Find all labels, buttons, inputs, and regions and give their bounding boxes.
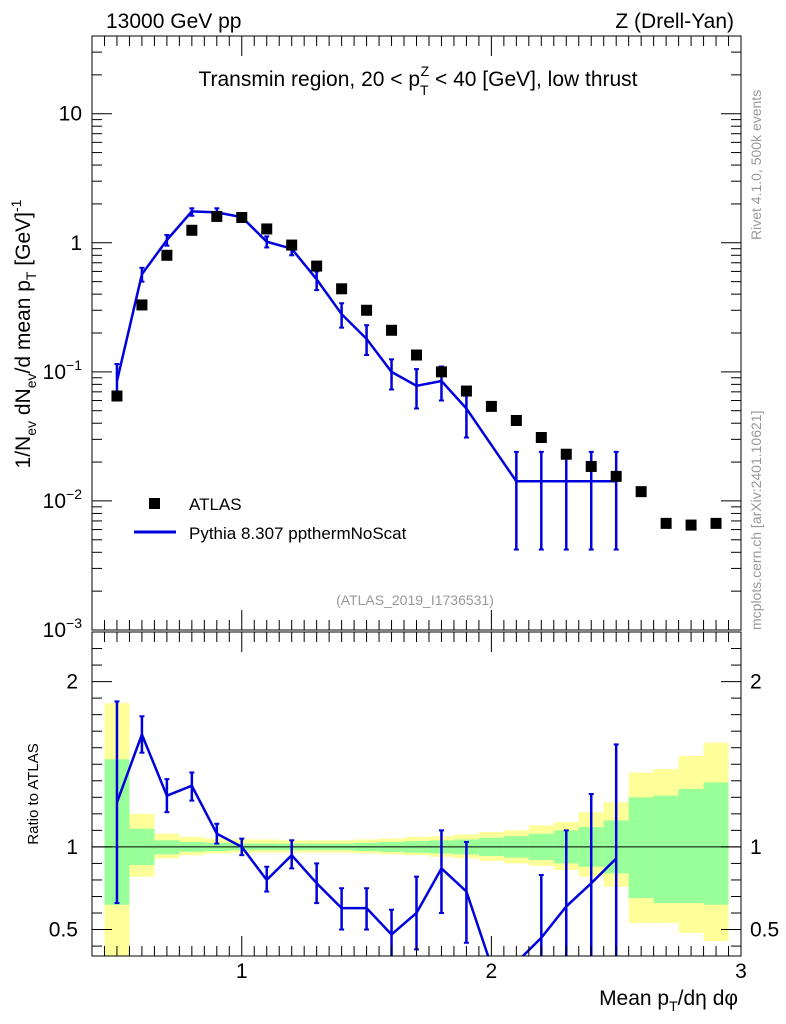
y-tick-label: 10−2 [43, 486, 83, 513]
plot-title-sub: T [420, 82, 429, 98]
atlas-point [311, 260, 323, 272]
main-y-axis-label: 1/Nev dNev/d mean pT [GeV]-1 [8, 199, 39, 468]
y-tick-label: 1 [70, 232, 82, 255]
atlas-point [685, 519, 697, 531]
atlas-markers [111, 210, 722, 531]
atlas-point [411, 349, 422, 361]
legend-marker-atlas [149, 498, 160, 509]
atlas-point [585, 460, 597, 472]
plot-title-sup: Z [421, 63, 430, 79]
plot-title: Transmin region, 20 < pTZ < 40 [GeV], lo… [198, 63, 637, 98]
pythia-line [115, 210, 617, 483]
ratio-line [115, 731, 618, 956]
atlas-point [510, 414, 522, 426]
atlas-point [635, 486, 647, 498]
ratio-panel: Ratio to ATLAS Mean pT/dη dφ 1 2 30.5 0.51 1… [25, 631, 779, 1014]
legend: ATLAS Pythia 8.307 ppthermNoScat [134, 495, 407, 543]
atlas-point [386, 324, 398, 336]
atlas-point [710, 517, 722, 529]
mcplots-label: mcplots.cern.ch [arXiv:2401.10621] [748, 411, 764, 630]
band-green [678, 789, 704, 904]
watermark: (ATLAS_2019_I1736531) [336, 592, 494, 608]
plot-title-part-a: Transmin region, 20 < p [198, 68, 420, 91]
x-tick-label: 2 [486, 960, 498, 983]
ratio-y-tick-label-right: 0.5 [750, 919, 779, 942]
legend-label-atlas: ATLAS [189, 495, 242, 514]
band-green [628, 797, 654, 899]
atlas-point [610, 470, 622, 482]
atlas-point [261, 223, 273, 235]
header-energy: 13000 GeV pp [106, 10, 241, 33]
atlas-point [161, 249, 173, 261]
ratio-y-tick-label-right: 2 [750, 671, 762, 694]
svg-text:1/Nev dNev/d mean pT [GeV]-1: 1/Nev dNev/d mean pT [GeV]-1 [8, 199, 39, 468]
atlas-point [111, 390, 123, 402]
atlas-point [535, 432, 547, 444]
x-tick-label: 3 [735, 960, 747, 983]
atlas-point [361, 304, 373, 316]
main-panel: Transmin region, 20 < pTZ < 40 [GeV], lo… [8, 35, 742, 642]
atlas-point [435, 366, 447, 378]
atlas-point [485, 400, 497, 412]
atlas-point [286, 239, 298, 251]
atlas-point [186, 224, 198, 236]
y-tick-label: 10−1 [43, 357, 83, 384]
atlas-point [236, 211, 248, 223]
ratio-y-axis-label: Ratio to ATLAS [25, 743, 42, 844]
y-tick-label: 10 [59, 103, 82, 126]
ratio-y-tick-label-right: 1 [750, 836, 762, 859]
ratio-y-tick-label-left: 1 [66, 836, 78, 859]
x-axis-label: Mean pT/dη dφ [599, 987, 738, 1014]
header-process: Z (Drell-Yan) [615, 10, 734, 33]
atlas-point [336, 283, 348, 295]
legend-label-pythia: Pythia 8.307 ppthermNoScat [189, 524, 407, 543]
x-tick-label: 1 [236, 960, 248, 983]
plot-title-part-b: < 40 [GeV], low thrust [429, 68, 638, 91]
rivet-version-label: Rivet 4.1.0, 500k events [748, 90, 764, 240]
atlas-point [560, 448, 572, 460]
band-green [653, 795, 679, 904]
ratio-y-tick-label-left: 2 [66, 671, 78, 694]
atlas-point [211, 210, 223, 222]
atlas-point [660, 517, 672, 529]
atlas-point [136, 299, 148, 311]
atlas-point [460, 385, 472, 397]
y-tick-label: 10−3 [43, 615, 83, 642]
band-green [703, 782, 729, 905]
ratio-y-tick-label-left: 0.5 [49, 919, 78, 942]
